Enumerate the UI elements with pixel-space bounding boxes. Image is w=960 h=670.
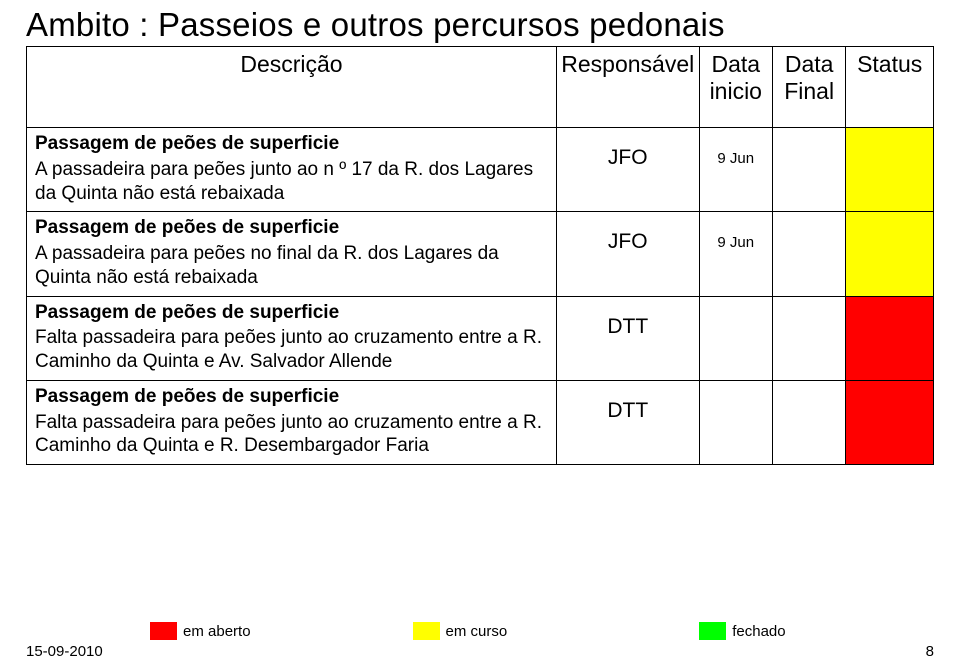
row-section: Passagem de peões de superficie [35,385,548,409]
col-data-final: Data Final [772,47,845,128]
cell-inicio: 9 Jun [699,212,772,296]
status-swatch [846,212,933,295]
table-row: Passagem de peões de superficie Falta pa… [27,380,934,464]
row-body: A passadeira para peões junto ao n º 17 … [35,158,548,206]
footer-date: 15-09-2010 [26,643,103,660]
table-row: Passagem de peões de superficie A passad… [27,212,934,296]
cell-resp: DTT [556,296,699,380]
footer-page: 8 [926,643,934,660]
cell-desc: Passagem de peões de superficie A passad… [27,128,557,212]
status-swatch [846,297,933,380]
row-body: Falta passadeira para peões junto ao cru… [35,411,548,459]
col-data-inicio: Data inicio [699,47,772,128]
legend-swatch-curso [413,622,440,640]
row-section: Passagem de peões de superficie [35,301,548,325]
main-table: Descrição Responsável Data inicio Data F… [26,46,934,465]
legend-label-fechado: fechado [732,623,785,640]
table-row: Passagem de peões de superficie A passad… [27,128,934,212]
row-body: A passadeira para peões no final da R. d… [35,242,548,290]
cell-status [846,212,934,296]
cell-final [772,296,845,380]
table-row: Passagem de peões de superficie Falta pa… [27,296,934,380]
cell-desc: Passagem de peões de superficie Falta pa… [27,296,557,380]
cell-status [846,296,934,380]
page-root: Ambito : Passeios e outros percursos ped… [0,0,960,670]
table-header-row: Descrição Responsável Data inicio Data F… [27,47,934,128]
cell-inicio [699,380,772,464]
row-section: Passagem de peões de superficie [35,216,548,240]
legend-swatch-fechado [699,622,726,640]
col-status: Status [846,47,934,128]
cell-inicio: 9 Jun [699,128,772,212]
status-swatch [846,128,933,211]
legend-label-aberto: em aberto [183,623,251,640]
col-descricao: Descrição [27,47,557,128]
cell-final [772,380,845,464]
col-responsavel: Responsável [556,47,699,128]
legend-label-curso: em curso [446,623,508,640]
cell-desc: Passagem de peões de superficie A passad… [27,212,557,296]
cell-final [772,128,845,212]
legend-swatch-aberto [150,622,177,640]
cell-resp: JFO [556,212,699,296]
cell-inicio [699,296,772,380]
cell-resp: JFO [556,128,699,212]
status-swatch [846,381,933,464]
row-body: Falta passadeira para peões junto ao cru… [35,326,548,374]
cell-final [772,212,845,296]
page-title: Ambito : Passeios e outros percursos ped… [26,0,934,46]
legend: em aberto em curso fechado [150,622,786,640]
cell-resp: DTT [556,380,699,464]
cell-desc: Passagem de peões de superficie Falta pa… [27,380,557,464]
row-section: Passagem de peões de superficie [35,132,548,156]
cell-status [846,380,934,464]
cell-status [846,128,934,212]
